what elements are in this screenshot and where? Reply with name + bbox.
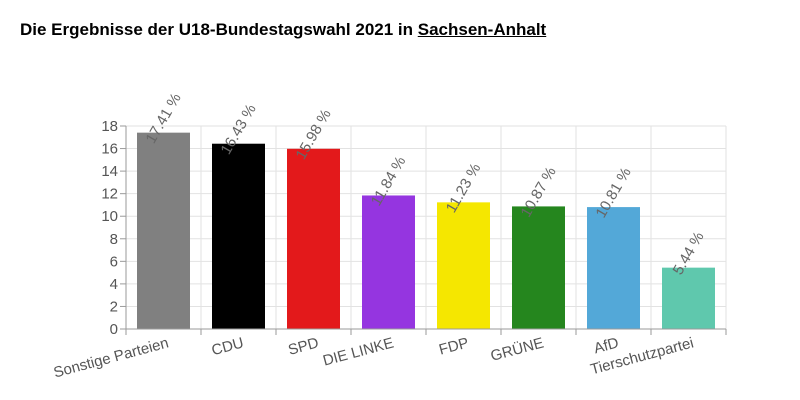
y-tick-label: 8 bbox=[110, 231, 118, 248]
category-label: AfD bbox=[592, 334, 621, 357]
bar bbox=[512, 206, 565, 329]
category-label: GRÜNE bbox=[489, 333, 546, 364]
bar bbox=[662, 267, 715, 329]
chart-title: Die Ergebnisse der U18-Bundestagswahl 20… bbox=[20, 20, 546, 40]
bar bbox=[437, 202, 490, 329]
y-tick-label: 18 bbox=[101, 118, 118, 135]
category-label: SPD bbox=[286, 334, 320, 358]
category-label: DIE LINKE bbox=[321, 334, 395, 369]
y-tick-label: 14 bbox=[101, 163, 118, 180]
category-label: CDU bbox=[210, 334, 246, 359]
bar bbox=[587, 207, 640, 329]
y-tick-label: 10 bbox=[101, 208, 118, 225]
y-tick-label: 6 bbox=[110, 253, 118, 270]
bar bbox=[137, 132, 190, 329]
y-tick-label: 16 bbox=[101, 141, 118, 158]
bars bbox=[137, 132, 715, 329]
y-tick-label: 2 bbox=[110, 298, 118, 315]
title-prefix: Die Ergebnisse der U18-Bundestagswahl 20… bbox=[20, 20, 418, 39]
y-tick-label: 0 bbox=[110, 321, 118, 338]
axes: 0 2 4 6 8 10 12 14 16 18 bbox=[101, 118, 727, 338]
bar bbox=[287, 148, 340, 329]
bar bbox=[212, 143, 265, 329]
bar bbox=[362, 195, 415, 329]
y-tick-label: 12 bbox=[101, 186, 118, 203]
category-label: FDP bbox=[437, 334, 470, 358]
y-tick-label: 4 bbox=[110, 276, 118, 293]
title-region: Sachsen-Anhalt bbox=[417, 20, 547, 39]
category-label: Sonstige Parteien bbox=[52, 334, 171, 381]
